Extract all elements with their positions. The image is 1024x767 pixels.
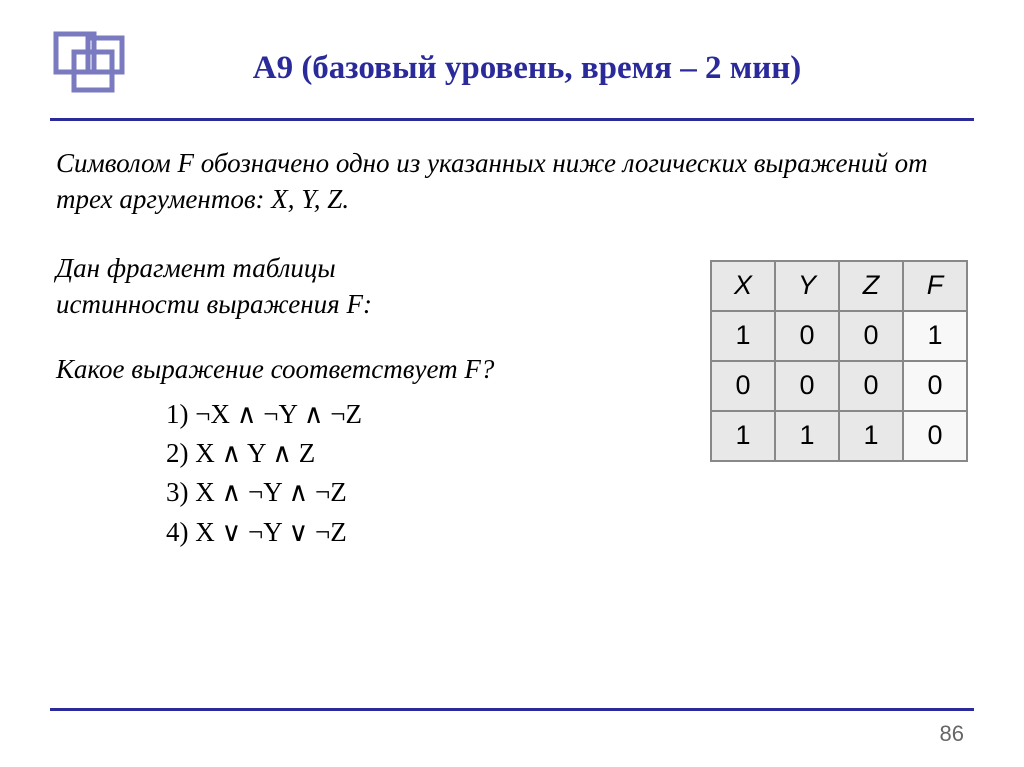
header-divider xyxy=(50,118,974,121)
cell: 0 xyxy=(775,361,839,411)
col-header-x: X xyxy=(711,261,775,311)
intro-text: Символом F обозначено одно из указанных … xyxy=(56,145,968,218)
option-num: 4) xyxy=(166,517,189,547)
footer-divider xyxy=(50,708,974,711)
cell: 0 xyxy=(903,411,967,461)
cell: 1 xyxy=(711,411,775,461)
cell: 0 xyxy=(903,361,967,411)
paragraph-line-1: Дан фрагмент таблицы xyxy=(56,250,670,286)
cell: 0 xyxy=(839,361,903,411)
option-num: 3) xyxy=(166,477,189,507)
col-header-z: Z xyxy=(839,261,903,311)
paragraph-line-2: истинности выражения F: xyxy=(56,286,670,322)
options-list: 1) ¬X ∧ ¬Y ∧ ¬Z 2) X ∧ Y ∧ Z 3) X ∧ ¬Y ∧… xyxy=(56,395,670,552)
option-2: 2) X ∧ Y ∧ Z xyxy=(166,434,670,473)
option-4: 4) X ∨ ¬Y ∨ ¬Z xyxy=(166,513,670,552)
option-expr: X ∧ ¬Y ∧ ¬Z xyxy=(189,477,347,507)
cell: 0 xyxy=(775,311,839,361)
table-row: 0 0 0 0 xyxy=(711,361,967,411)
col-header-y: Y xyxy=(775,261,839,311)
option-num: 2) xyxy=(166,438,189,468)
logo-icon xyxy=(50,28,130,108)
col-header-f: F xyxy=(903,261,967,311)
option-expr: ¬X ∧ ¬Y ∧ ¬Z xyxy=(189,399,362,429)
cell: 1 xyxy=(903,311,967,361)
option-expr: X ∧ Y ∧ Z xyxy=(189,438,316,468)
option-expr: X ∨ ¬Y ∨ ¬Z xyxy=(189,517,347,547)
question-text: Какое выражение соответствует F? xyxy=(56,351,670,387)
cell: 0 xyxy=(711,361,775,411)
content-area: Символом F обозначено одно из указанных … xyxy=(50,145,974,552)
truth-table: X Y Z F 1 0 0 1 0 0 0 0 1 1 1 0 xyxy=(710,260,968,462)
cell: 0 xyxy=(839,311,903,361)
cell: 1 xyxy=(839,411,903,461)
page-title: A9 (базовый уровень, время – 2 мин) xyxy=(160,50,974,87)
header: A9 (базовый уровень, время – 2 мин) xyxy=(50,28,974,108)
option-1: 1) ¬X ∧ ¬Y ∧ ¬Z xyxy=(166,395,670,434)
table-row: 1 1 1 0 xyxy=(711,411,967,461)
table-row: 1 0 0 1 xyxy=(711,311,967,361)
option-3: 3) X ∧ ¬Y ∧ ¬Z xyxy=(166,473,670,512)
cell: 1 xyxy=(711,311,775,361)
option-num: 1) xyxy=(166,399,189,429)
table-header-row: X Y Z F xyxy=(711,261,967,311)
page-number: 86 xyxy=(940,721,964,747)
cell: 1 xyxy=(775,411,839,461)
